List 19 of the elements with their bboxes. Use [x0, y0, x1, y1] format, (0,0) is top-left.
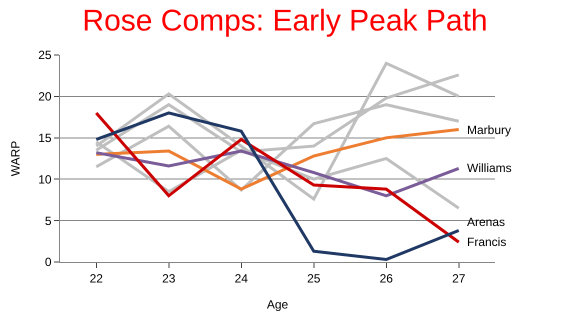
y-tick-label: 0 — [44, 255, 52, 270]
series-label: Francis — [467, 235, 506, 249]
chart-title: Rose Comps: Early Peak Path — [82, 4, 488, 38]
x-tick-label: 24 — [234, 271, 248, 286]
series-label: Arenas — [467, 215, 506, 229]
series-label: Marbury — [467, 123, 512, 137]
y-tick-label: 15 — [38, 131, 52, 145]
y-tick-label: 25 — [38, 48, 52, 62]
series-label: Williams — [467, 161, 512, 175]
y-axis-title: WARP — [8, 140, 23, 176]
y-tick-label: 5 — [44, 214, 52, 228]
y-tick-label: 10 — [38, 172, 52, 186]
x-tick-label: 23 — [162, 271, 176, 286]
y-tick-label: 20 — [38, 90, 52, 104]
x-tick-label: 27 — [452, 271, 466, 286]
x-tick-label: 26 — [380, 271, 394, 286]
x-tick-label: 22 — [90, 271, 104, 286]
x-tick-label: 25 — [307, 271, 321, 286]
x-axis-title: Age — [266, 297, 288, 312]
